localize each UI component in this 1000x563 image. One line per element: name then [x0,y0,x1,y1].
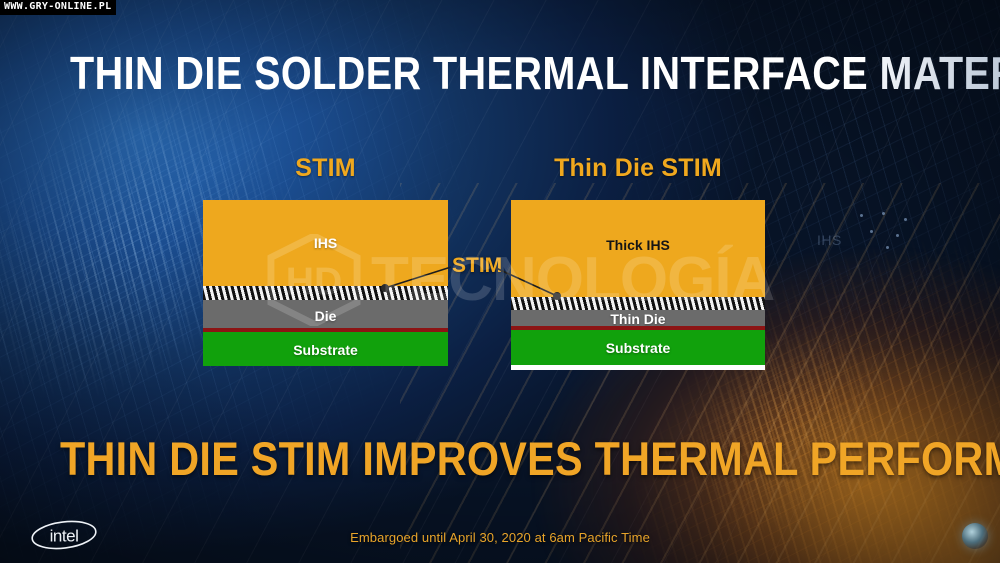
background-ihs-ghost-label: IHS [817,232,842,248]
layer-stim-right [511,297,765,310]
slide-title: THIN DIE SOLDER THERMAL INTERFACE MATERI… [70,46,1000,100]
stim-callout-label: STIM [452,254,503,277]
layer-label-thick-ihs: Thick IHS [606,237,670,253]
layer-whitebar-right [511,365,765,370]
layer-die-left: Die [203,300,448,328]
slide-title-tail: MATERIAL [880,46,1000,100]
svg-text:intel: intel [50,527,79,546]
layer-solder-left [203,328,448,332]
embargo-note: Embargoed until April 30, 2020 at 6am Pa… [350,530,650,545]
layer-thin-die-right: Thin Die [511,310,765,326]
layer-label-thin-die: Thin Die [610,311,666,327]
gry-online-watermark: WWW.GRY-ONLINE.PL [0,0,117,15]
slide-title-lead: THIN DIE SOLDER THERMAL INTERFACE [70,47,869,99]
layer-label-substrate-left: Substrate [293,342,358,358]
background-dot-cluster [856,212,916,252]
layer-substrate-left: Substrate [203,332,448,366]
intel-logo: intel [30,519,98,551]
stack-diagram-stim: IHS Die Substrate [203,200,448,366]
layer-label-ihs-left: IHS [313,235,338,251]
layer-substrate-right: Substrate [511,330,765,365]
stack-diagram-thin-die-stim: Thick IHS Thin Die Substrate [511,200,765,370]
layer-ihs-left: IHS [203,200,448,288]
layer-ihs-right: Thick IHS [511,200,765,298]
layer-label-substrate-right: Substrate [605,340,671,356]
layer-label-die-left: Die [314,308,337,324]
diagram-heading-left: STIM [295,154,356,182]
layer-solder-right [511,326,765,330]
diagram-heading-right: Thin Die STIM [554,154,722,182]
corner-orb-icon [962,523,988,549]
slide-headline: THIN DIE STIM IMPROVES THERMAL PERFORMAN… [60,432,1000,485]
